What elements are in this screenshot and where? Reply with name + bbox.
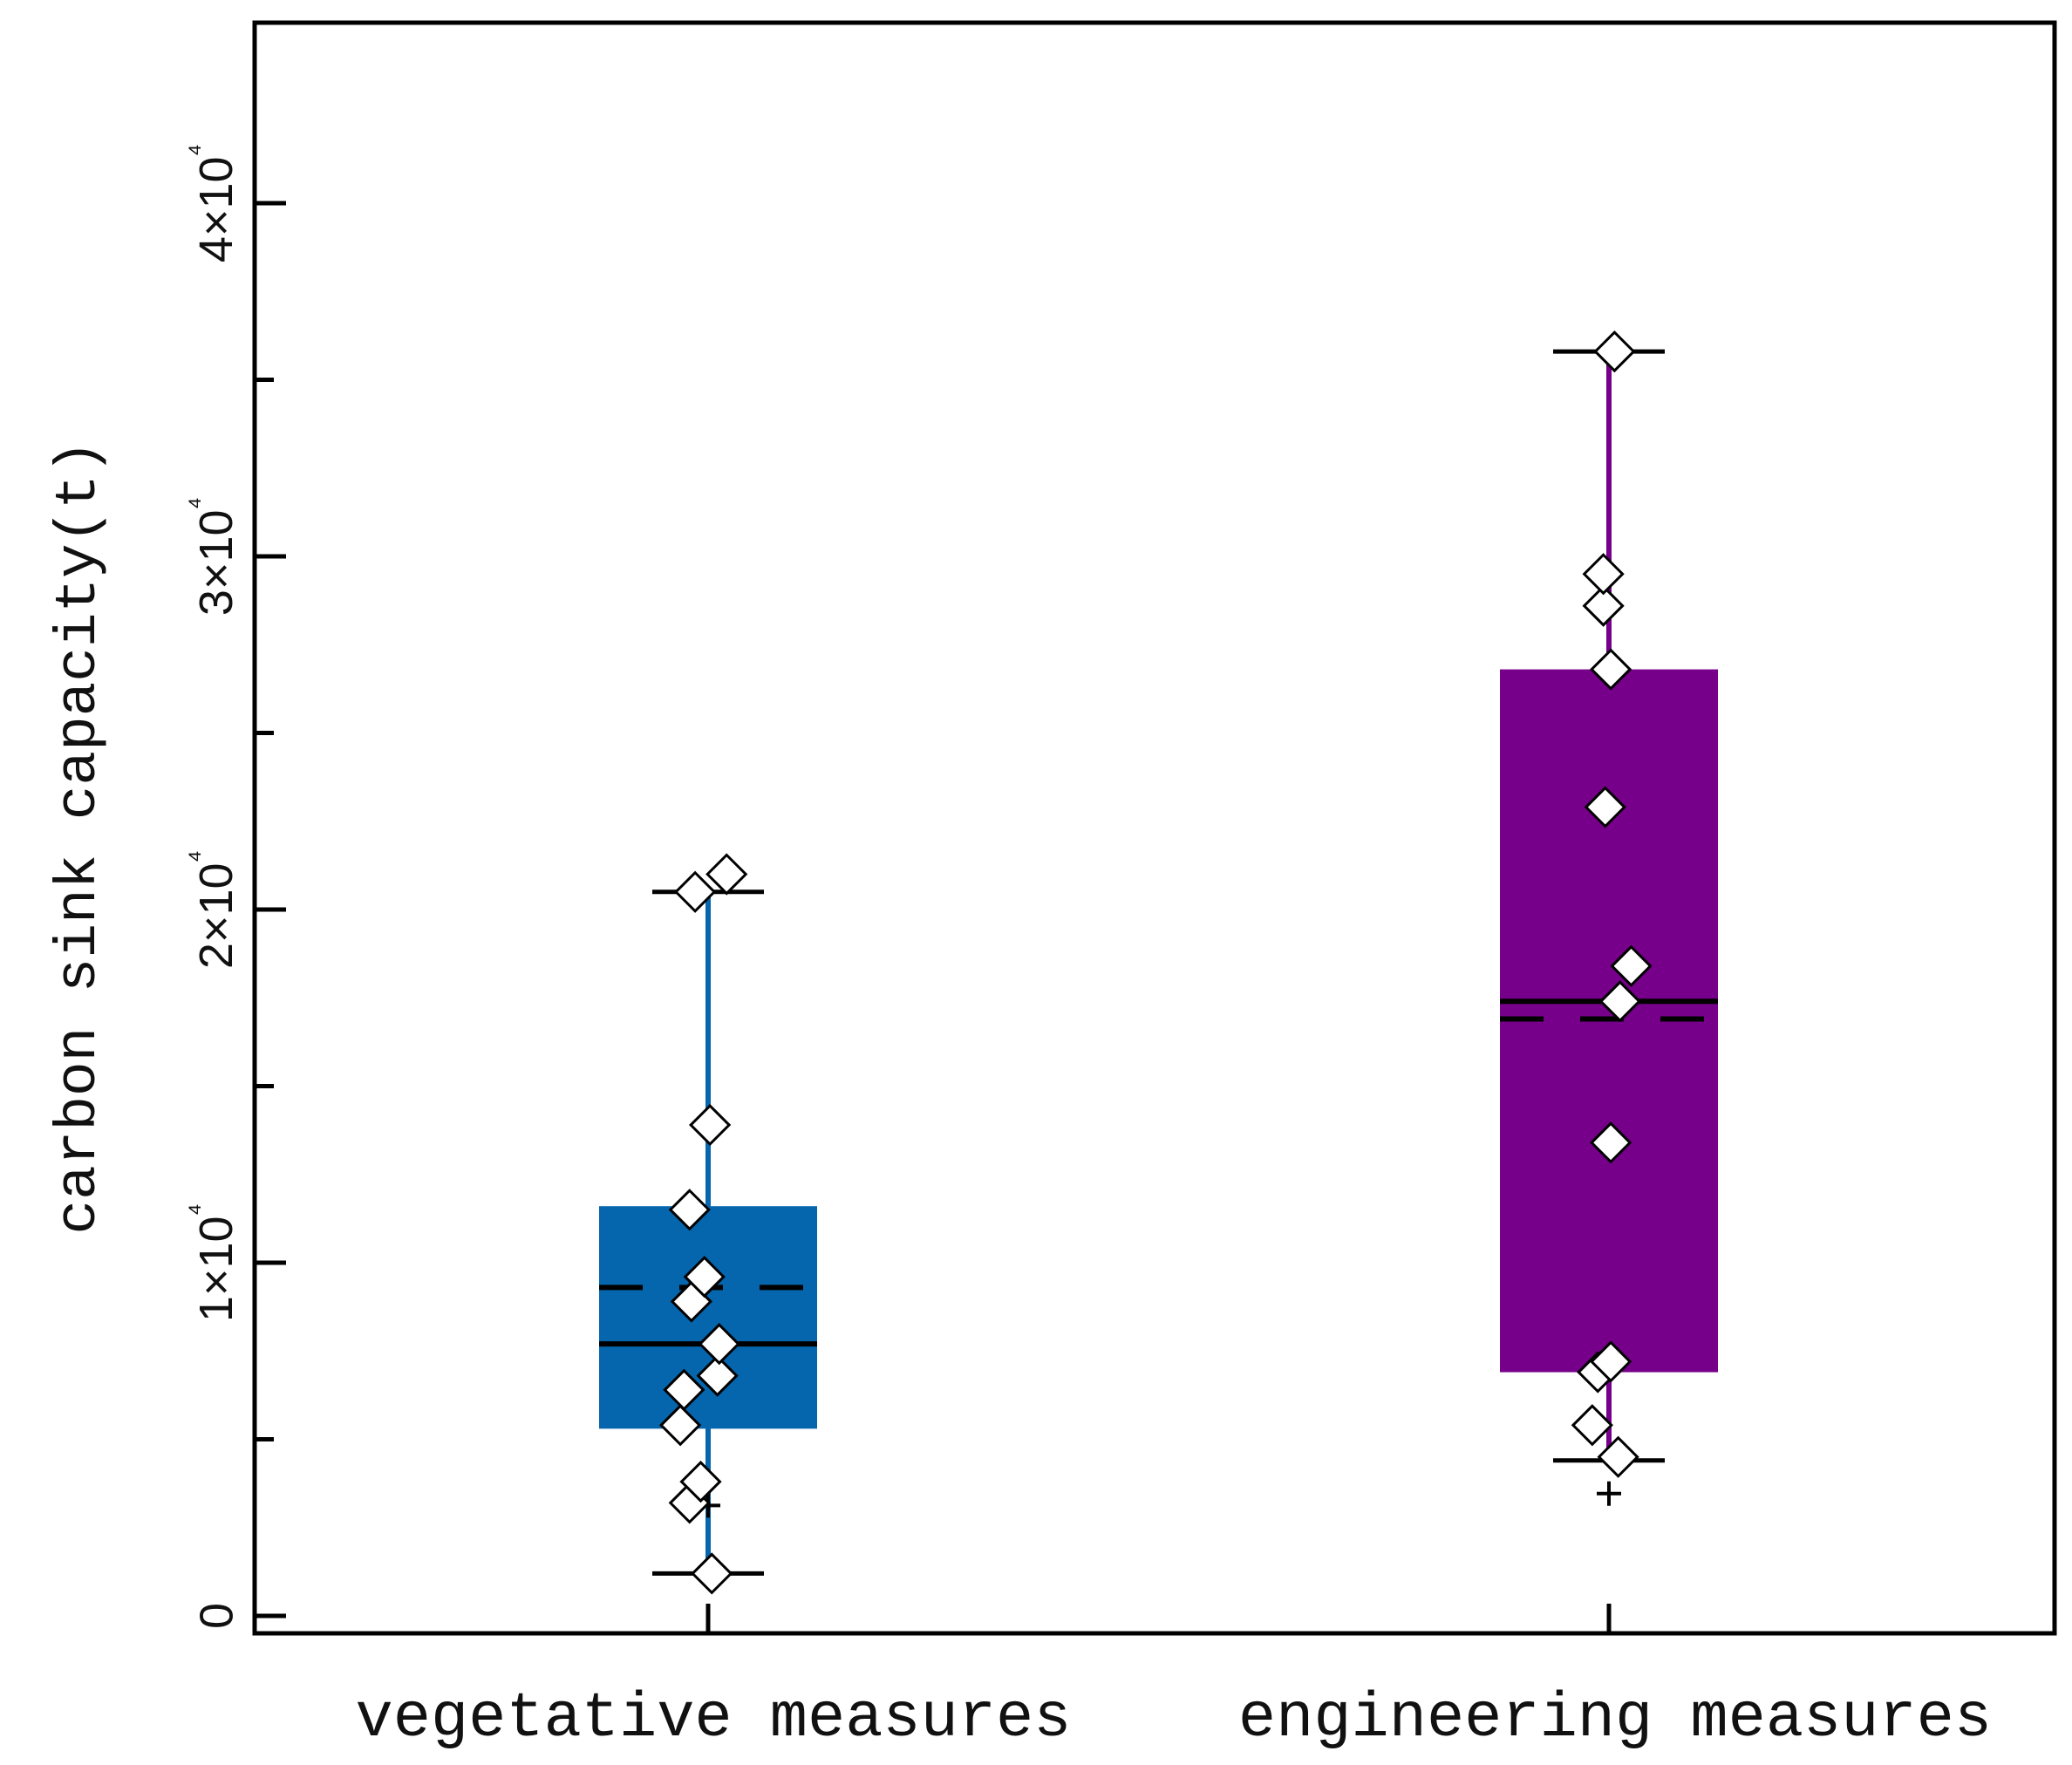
y-tick-label: 1×10⁴ <box>182 1203 242 1322</box>
min-marker <box>1597 1481 1621 1506</box>
data-point <box>659 1404 702 1447</box>
box <box>599 1206 817 1429</box>
y-tick-label: 3×10⁴ <box>182 497 242 616</box>
y-tick-label: 0 <box>190 1603 242 1629</box>
data-point <box>663 1368 705 1411</box>
data-point <box>1590 1121 1632 1164</box>
y-tick-label: 4×10⁴ <box>182 144 242 262</box>
data-point <box>679 1460 722 1503</box>
y-axis-label: carbon sink capacity(t) <box>46 440 112 1235</box>
data-point <box>1582 584 1625 627</box>
data-point <box>696 1354 739 1397</box>
box-group <box>599 889 817 1576</box>
data-point <box>1610 944 1653 987</box>
data-point <box>705 853 748 896</box>
plot-frame <box>252 20 2057 1636</box>
data-point <box>683 1256 726 1298</box>
y-tick-label: 2×10⁴ <box>182 850 242 969</box>
data-point <box>691 1552 733 1595</box>
data-point <box>698 1323 740 1366</box>
data-point <box>674 870 717 913</box>
x-category-label: engineering measures <box>1238 1683 1992 1755</box>
data-point <box>1590 1340 1632 1383</box>
data-point <box>1597 1435 1639 1478</box>
data-point <box>668 1189 711 1231</box>
data-point <box>1582 553 1625 596</box>
x-category-label: vegetative measures <box>356 1683 1072 1755</box>
data-point <box>1584 786 1626 828</box>
data-point <box>1571 1404 1614 1447</box>
data-point <box>1598 980 1641 1023</box>
data-point <box>689 1103 732 1147</box>
data-point <box>1590 648 1632 691</box>
data-point <box>1593 330 1636 373</box>
box-group <box>1500 349 1718 1506</box>
